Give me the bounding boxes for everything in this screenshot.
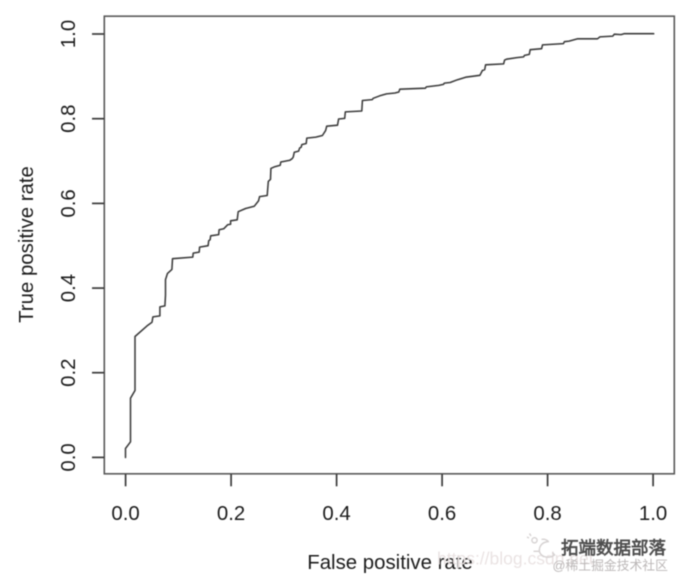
svg-text:0.2: 0.2 <box>58 359 80 387</box>
svg-text:https://blog.csdn.net: https://blog.csdn.net <box>437 549 594 569</box>
svg-text:0.8: 0.8 <box>58 105 80 133</box>
svg-text:0.0: 0.0 <box>58 443 80 471</box>
svg-text:0.8: 0.8 <box>533 503 561 525</box>
svg-text:拓端数据部落: 拓端数据部落 <box>561 538 666 558</box>
svg-text:0.6: 0.6 <box>428 503 456 525</box>
svg-text:1.0: 1.0 <box>58 20 80 48</box>
svg-text:0.2: 0.2 <box>217 503 245 525</box>
svg-text:@稀土掘金技术社区: @稀土掘金技术社区 <box>553 558 669 573</box>
svg-text:1.0: 1.0 <box>639 503 667 525</box>
svg-text:True positive rate: True positive rate <box>16 166 38 323</box>
svg-text:0.0: 0.0 <box>111 503 139 525</box>
svg-text:0.4: 0.4 <box>322 503 350 525</box>
svg-text:False positive rate: False positive rate <box>307 552 472 574</box>
svg-text:0.4: 0.4 <box>58 274 80 302</box>
svg-text:0.6: 0.6 <box>58 189 80 217</box>
